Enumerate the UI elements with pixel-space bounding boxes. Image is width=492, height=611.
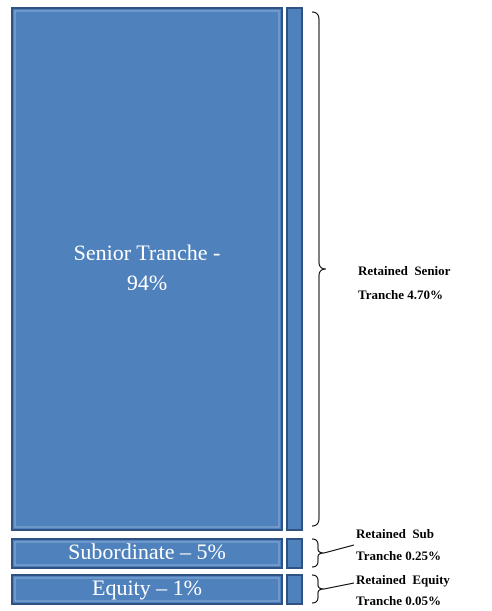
- sub-brace: [311, 538, 325, 568]
- retained-sub-label: Retained Sub: [356, 526, 434, 541]
- senior-box: [11, 7, 283, 531]
- senior-label: Senior Tranche -: [74, 240, 221, 265]
- equity-connector: [323, 582, 355, 590]
- subordinate-box-border: [14, 541, 280, 566]
- equity-box-border: [14, 577, 280, 602]
- subordinate-box: [11, 538, 283, 569]
- equity-brace: [311, 574, 325, 604]
- retained-equity-label: Retained Equity: [356, 572, 450, 587]
- retained-senior-label: Retained Senior: [358, 263, 451, 278]
- retained-sub-label: Tranche 0.25%: [356, 548, 441, 563]
- senior-box-border: [14, 10, 280, 528]
- sub-connector: [323, 544, 355, 554]
- equity-label: Equity – 1%: [92, 575, 202, 600]
- senior-label: 94%: [127, 270, 167, 295]
- equity-box: [11, 574, 283, 605]
- subordinate-label: Subordinate – 5%: [68, 539, 226, 564]
- senior-retained-bar: [286, 7, 303, 531]
- retained-senior-label: Tranche 4.70%: [358, 287, 443, 302]
- senior-brace: [311, 11, 327, 527]
- equity-retained-bar: [286, 574, 303, 605]
- retained-equity-label: Tranche 0.05%: [356, 593, 441, 608]
- subordinate-retained-bar: [286, 538, 303, 569]
